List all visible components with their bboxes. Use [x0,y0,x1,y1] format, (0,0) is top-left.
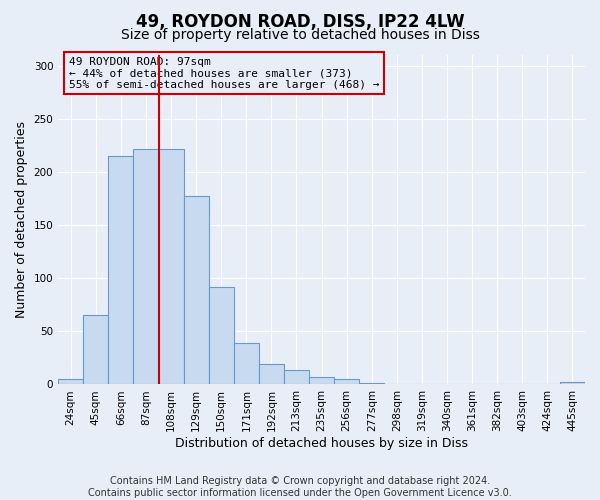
Bar [133,148,158,384]
Bar [234,343,259,384]
Bar [209,286,234,384]
Text: Size of property relative to detached houses in Diss: Size of property relative to detached ho… [121,28,479,42]
Bar [334,379,359,384]
X-axis label: Distribution of detached houses by size in Diss: Distribution of detached houses by size … [175,437,468,450]
Text: 49 ROYDON ROAD: 97sqm
← 44% of detached houses are smaller (373)
55% of semi-det: 49 ROYDON ROAD: 97sqm ← 44% of detached … [69,56,379,90]
Bar [284,370,309,384]
Bar [259,364,284,384]
Text: 49, ROYDON ROAD, DISS, IP22 4LW: 49, ROYDON ROAD, DISS, IP22 4LW [136,12,464,30]
Bar [158,148,184,384]
Y-axis label: Number of detached properties: Number of detached properties [15,121,28,318]
Bar [184,196,209,384]
Bar [58,379,83,384]
Bar [109,156,133,384]
Bar [560,382,585,384]
Bar [83,316,109,384]
Text: Contains HM Land Registry data © Crown copyright and database right 2024.
Contai: Contains HM Land Registry data © Crown c… [88,476,512,498]
Bar [309,377,334,384]
